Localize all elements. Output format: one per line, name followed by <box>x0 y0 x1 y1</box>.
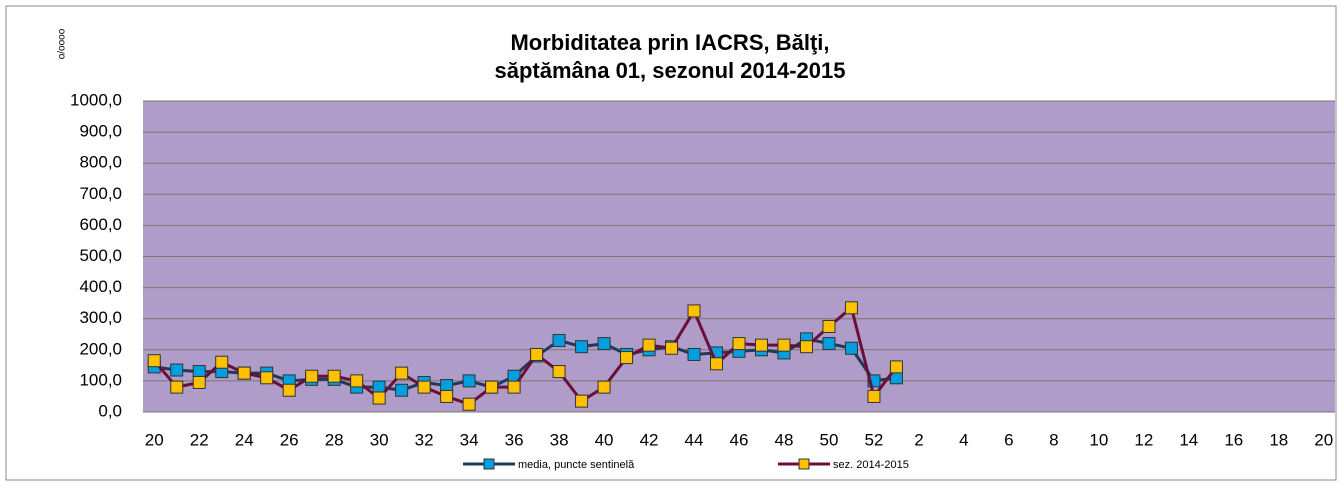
x-tick-label: 40 <box>595 430 614 449</box>
marker <box>799 340 813 354</box>
chart-title: Morbiditatea prin IACRS, Bălţi, <box>510 30 829 55</box>
x-tick-label: 30 <box>370 430 389 449</box>
y-tick-label: 100,0 <box>79 370 122 389</box>
y-tick-label: 400,0 <box>79 277 122 296</box>
marker <box>215 355 229 369</box>
y-tick-label: 800,0 <box>79 153 122 172</box>
marker <box>620 351 634 365</box>
x-tick-label: 34 <box>460 430 479 449</box>
x-tick-label: 48 <box>775 430 794 449</box>
marker <box>395 383 409 397</box>
marker <box>395 366 409 380</box>
x-tick-label: 24 <box>235 430 254 449</box>
marker <box>867 389 881 403</box>
x-tick-label: 4 <box>959 430 968 449</box>
x-tick-label: 8 <box>1049 430 1058 449</box>
marker <box>170 380 184 394</box>
x-tick-label: 16 <box>1224 430 1243 449</box>
marker <box>260 371 274 385</box>
y-tick-label: 600,0 <box>79 215 122 234</box>
x-tick-label: 18 <box>1269 430 1288 449</box>
marker <box>844 301 858 315</box>
x-tick-label: 14 <box>1179 430 1198 449</box>
marker <box>282 383 296 397</box>
x-tick-label: 26 <box>280 430 299 449</box>
marker <box>305 369 319 383</box>
y-axis-label: o/oooo <box>57 28 68 59</box>
y-tick-label: 700,0 <box>79 184 122 203</box>
y-tick-label: 900,0 <box>79 122 122 141</box>
x-tick-label: 20 <box>145 430 164 449</box>
x-tick-label: 52 <box>864 430 883 449</box>
marker <box>462 397 476 411</box>
x-tick-label: 10 <box>1089 430 1108 449</box>
marker <box>192 365 206 379</box>
x-tick-label: 42 <box>640 430 659 449</box>
marker <box>440 389 454 403</box>
x-tick-label: 28 <box>325 430 344 449</box>
marker <box>642 338 656 352</box>
marker <box>170 363 184 377</box>
x-tick-label: 12 <box>1134 430 1153 449</box>
marker <box>552 333 566 347</box>
marker <box>485 380 499 394</box>
marker <box>507 380 521 394</box>
marker <box>710 357 724 371</box>
marker <box>462 374 476 388</box>
x-tick-label: 36 <box>505 430 524 449</box>
x-tick-label: 38 <box>550 430 569 449</box>
y-tick-label: 300,0 <box>79 308 122 327</box>
marker <box>844 341 858 355</box>
y-tick-label: 0,0 <box>98 401 122 420</box>
marker <box>237 366 251 380</box>
marker <box>687 347 701 361</box>
marker <box>350 374 364 388</box>
marker <box>665 341 679 355</box>
legend-marker <box>798 458 810 470</box>
y-tick-label: 500,0 <box>79 246 122 265</box>
series-line <box>154 337 897 392</box>
x-tick-label: 22 <box>190 430 209 449</box>
marker <box>147 354 161 368</box>
y-tick-label: 200,0 <box>79 339 122 358</box>
marker <box>575 340 589 354</box>
marker <box>327 369 341 383</box>
legend-label: media, puncte sentinelă <box>518 459 635 471</box>
x-tick-label: 2 <box>914 430 923 449</box>
marker <box>372 391 386 405</box>
marker <box>552 365 566 379</box>
marker <box>822 337 836 351</box>
x-tick-label: 44 <box>685 430 704 449</box>
x-tick-label: 32 <box>415 430 434 449</box>
marker <box>822 319 836 333</box>
x-tick-label: 50 <box>820 430 839 449</box>
marker <box>687 304 701 318</box>
marker <box>530 347 544 361</box>
marker <box>754 338 768 352</box>
marker <box>777 338 791 352</box>
x-tick-label: 20 <box>1314 430 1333 449</box>
x-tick-label: 6 <box>1004 430 1013 449</box>
series-line <box>153 305 898 406</box>
marker <box>597 380 611 394</box>
chart-title: săptămâna 01, sezonul 2014-2015 <box>495 58 846 83</box>
legend-marker <box>483 458 495 470</box>
marker <box>597 337 611 351</box>
y-tick-label: 1000,0 <box>70 90 122 109</box>
marker <box>440 379 454 393</box>
marker <box>417 380 431 394</box>
marker <box>575 394 589 408</box>
legend-label: sez. 2014-2015 <box>833 459 909 471</box>
marker <box>889 360 903 374</box>
marker <box>732 337 746 351</box>
x-tick-label: 46 <box>730 430 749 449</box>
marker <box>192 375 206 389</box>
